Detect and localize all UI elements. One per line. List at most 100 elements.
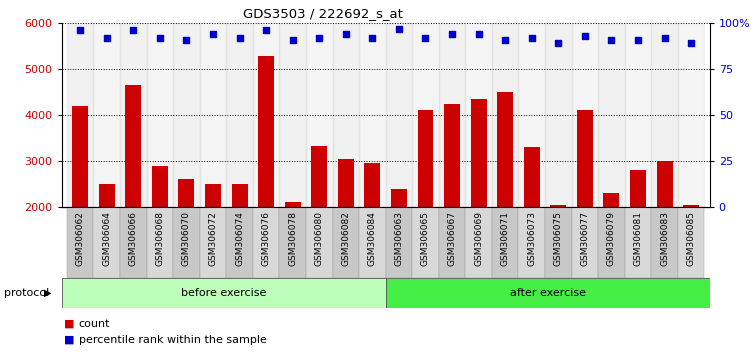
- Bar: [93, 23, 120, 207]
- Bar: [306, 23, 333, 207]
- Bar: [678, 207, 704, 278]
- Bar: [333, 207, 359, 278]
- Point: [526, 35, 538, 41]
- Point: [127, 28, 139, 33]
- Bar: [545, 207, 572, 278]
- Point: [154, 35, 166, 41]
- Bar: [306, 207, 333, 278]
- Bar: [386, 23, 412, 207]
- Bar: [651, 23, 678, 207]
- Text: ▶: ▶: [44, 288, 51, 298]
- Bar: [683, 205, 699, 207]
- Text: GSM306079: GSM306079: [607, 211, 616, 266]
- Bar: [200, 207, 226, 278]
- Bar: [253, 207, 279, 278]
- Bar: [279, 23, 306, 207]
- Bar: [359, 23, 386, 207]
- Bar: [146, 207, 173, 278]
- Text: GSM306064: GSM306064: [102, 211, 111, 266]
- Bar: [523, 147, 540, 207]
- Point: [632, 37, 644, 42]
- Bar: [492, 23, 518, 207]
- Bar: [179, 179, 195, 207]
- Bar: [231, 184, 248, 207]
- Text: GSM306081: GSM306081: [634, 211, 642, 266]
- Text: GSM306080: GSM306080: [315, 211, 324, 266]
- Bar: [466, 207, 492, 278]
- Bar: [338, 159, 354, 207]
- Bar: [518, 23, 545, 207]
- Text: GSM306076: GSM306076: [261, 211, 270, 266]
- Bar: [471, 99, 487, 207]
- Bar: [625, 23, 651, 207]
- Bar: [364, 163, 380, 207]
- Bar: [604, 193, 620, 207]
- Bar: [258, 56, 274, 207]
- Text: GSM306074: GSM306074: [235, 211, 244, 266]
- Text: GDS3503 / 222692_s_at: GDS3503 / 222692_s_at: [243, 7, 403, 20]
- Bar: [598, 23, 625, 207]
- Text: GSM306075: GSM306075: [553, 211, 562, 266]
- Bar: [120, 207, 146, 278]
- Bar: [630, 170, 646, 207]
- Bar: [173, 207, 200, 278]
- Bar: [625, 207, 651, 278]
- Bar: [545, 23, 572, 207]
- Bar: [497, 92, 513, 207]
- Text: ■: ■: [64, 335, 74, 345]
- Point: [499, 37, 511, 42]
- Bar: [333, 23, 359, 207]
- Point: [605, 37, 617, 42]
- Bar: [598, 207, 625, 278]
- Point: [260, 28, 272, 33]
- Point: [101, 35, 113, 41]
- Point: [472, 31, 484, 37]
- Text: GSM306062: GSM306062: [76, 211, 85, 266]
- Point: [74, 28, 86, 33]
- Bar: [572, 23, 598, 207]
- Bar: [279, 207, 306, 278]
- Text: GSM306085: GSM306085: [686, 211, 695, 266]
- Bar: [99, 184, 115, 207]
- Text: before exercise: before exercise: [181, 288, 267, 298]
- Bar: [152, 166, 167, 207]
- Bar: [125, 85, 141, 207]
- Point: [420, 35, 432, 41]
- Bar: [391, 189, 407, 207]
- Bar: [62, 278, 386, 308]
- Text: GSM306078: GSM306078: [288, 211, 297, 266]
- Text: GSM306072: GSM306072: [209, 211, 218, 266]
- Bar: [285, 202, 300, 207]
- Text: protocol: protocol: [4, 288, 49, 298]
- Bar: [72, 106, 88, 207]
- Bar: [205, 184, 221, 207]
- Bar: [518, 207, 545, 278]
- Text: GSM306084: GSM306084: [368, 211, 377, 266]
- Point: [234, 35, 246, 41]
- Point: [287, 37, 299, 42]
- Point: [366, 35, 379, 41]
- Text: GSM306082: GSM306082: [341, 211, 350, 266]
- Bar: [412, 207, 439, 278]
- Text: ■: ■: [64, 319, 74, 329]
- Bar: [651, 207, 678, 278]
- Bar: [146, 23, 173, 207]
- Bar: [93, 207, 120, 278]
- Bar: [200, 23, 226, 207]
- Bar: [678, 23, 704, 207]
- Bar: [386, 207, 412, 278]
- Bar: [412, 23, 439, 207]
- Bar: [656, 161, 672, 207]
- Bar: [418, 110, 433, 207]
- Point: [579, 33, 591, 39]
- Text: GSM306066: GSM306066: [129, 211, 137, 266]
- Point: [446, 31, 458, 37]
- Bar: [550, 205, 566, 207]
- Text: GSM306069: GSM306069: [474, 211, 483, 266]
- Bar: [386, 278, 710, 308]
- Bar: [226, 23, 253, 207]
- Text: count: count: [79, 319, 110, 329]
- Bar: [492, 207, 518, 278]
- Bar: [173, 23, 200, 207]
- Bar: [444, 103, 460, 207]
